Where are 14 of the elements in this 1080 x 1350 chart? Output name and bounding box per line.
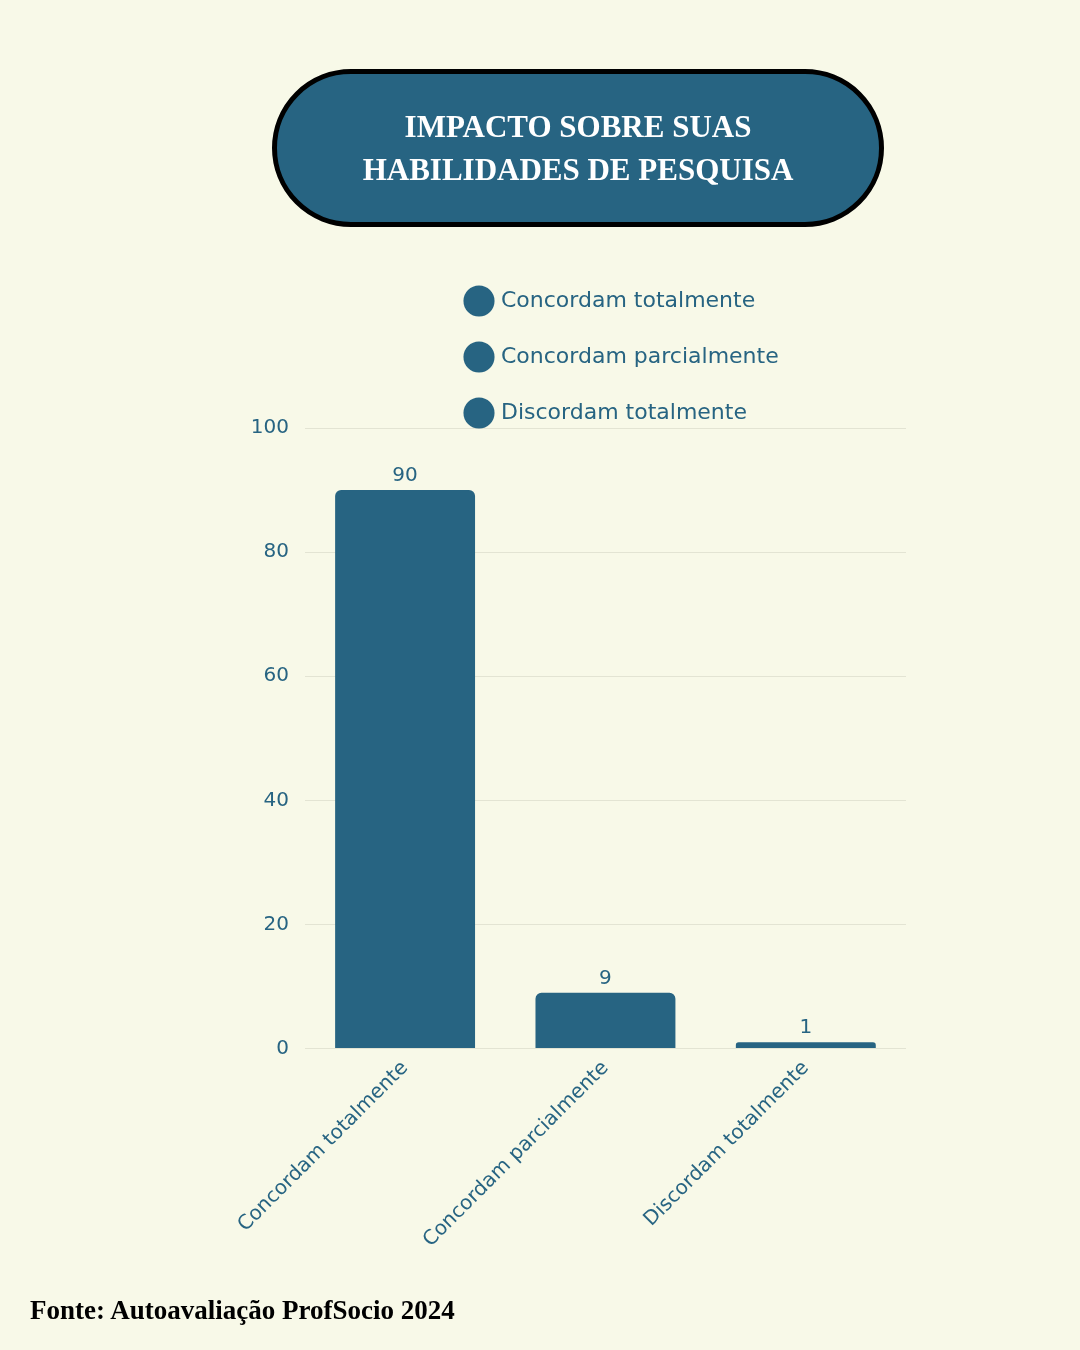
data-label: 1 xyxy=(799,1014,813,1039)
y-tick-label: 20 xyxy=(263,910,289,935)
legend-label: Concordam parcialmente xyxy=(501,342,779,368)
legend-label: Discordam totalmente xyxy=(501,398,747,424)
y-tick-label: 80 xyxy=(263,538,289,563)
data-label: 90 xyxy=(392,462,418,487)
y-tick-label: 100 xyxy=(250,414,289,439)
y-tick-label: 0 xyxy=(276,1034,289,1059)
source-note: Fonte: Autoavaliação ProfSocio 2024 xyxy=(30,1295,455,1326)
data-label: 9 xyxy=(599,964,612,989)
legend-label: Concordam totalmente xyxy=(501,286,756,312)
y-tick-label: 60 xyxy=(263,662,289,687)
y-tick-label: 40 xyxy=(263,786,289,811)
chart-title: IMPACTO SOBRE SUAS HABILIDADES DE PESQUISA xyxy=(272,69,884,227)
